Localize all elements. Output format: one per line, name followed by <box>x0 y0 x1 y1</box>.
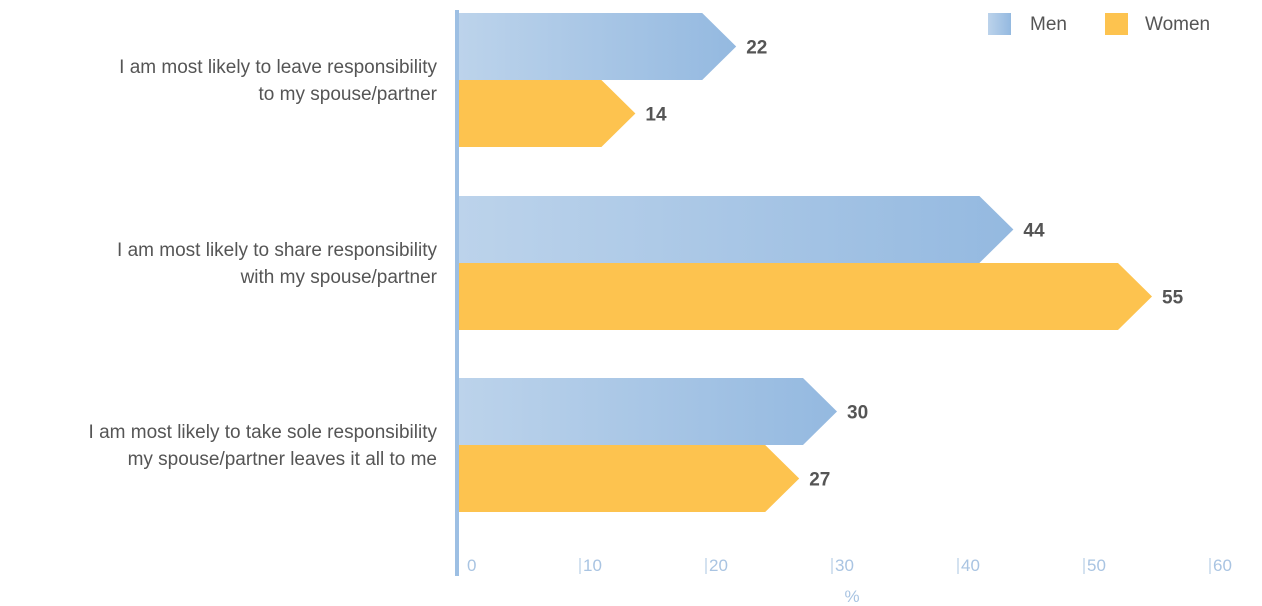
x-tick-label: 10 <box>583 556 602 575</box>
bar-women-2 <box>459 263 1152 330</box>
x-tick-label: 30 <box>835 556 854 575</box>
category-label-line: with my spouse/partner <box>240 267 438 288</box>
category-label-line: my spouse/partner leaves it all to me <box>128 449 437 470</box>
category-label-line: to my spouse/partner <box>259 84 438 105</box>
bar-women-1 <box>459 80 636 147</box>
bar-women-3 <box>459 445 800 512</box>
legend-label-women: Women <box>1145 14 1210 35</box>
bar-men-2 <box>459 196 1014 263</box>
legend-swatch-men <box>988 13 1011 35</box>
category-label-line: I am most likely to share responsibility <box>117 240 437 261</box>
value-label-women-3: 27 <box>809 470 830 491</box>
bar-men-3 <box>459 378 837 445</box>
x-axis-label: % <box>844 587 859 606</box>
value-label-women-1: 14 <box>645 105 667 126</box>
bar-men-1 <box>459 13 737 80</box>
y-axis-line <box>455 10 459 576</box>
category-label-line: I am most likely to take sole responsibi… <box>89 422 438 443</box>
value-label-women-2: 55 <box>1162 288 1184 309</box>
value-label-men-2: 44 <box>1023 221 1045 242</box>
legend-label-men: Men <box>1030 14 1067 35</box>
x-tick-label: 60 <box>1213 556 1232 575</box>
x-tick-label: 0 <box>467 556 476 575</box>
x-tick-label: 50 <box>1087 556 1106 575</box>
x-tick-label: 40 <box>961 556 980 575</box>
category-label-line: I am most likely to leave responsibility <box>119 57 437 78</box>
category-label-1: I am most likely to leave responsibility… <box>119 57 438 105</box>
legend-swatch-women <box>1105 13 1128 35</box>
value-label-men-1: 22 <box>746 38 767 59</box>
category-label-3: I am most likely to take sole responsibi… <box>89 422 438 470</box>
value-label-men-3: 30 <box>847 403 868 424</box>
x-tick-label: 20 <box>709 556 728 575</box>
category-label-2: I am most likely to share responsibility… <box>117 240 438 288</box>
